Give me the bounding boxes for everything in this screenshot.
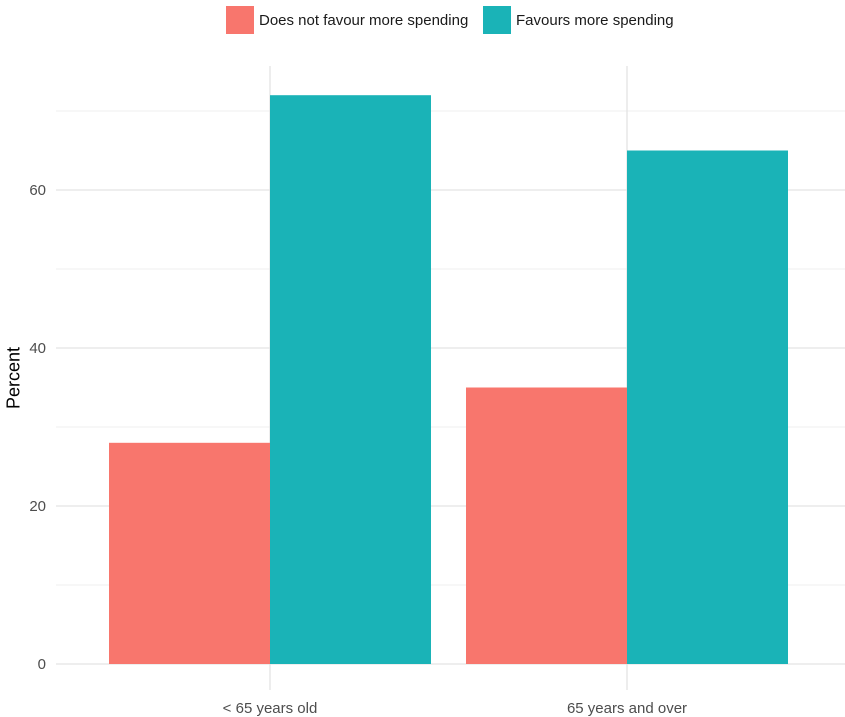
y-tick-label: 60 bbox=[29, 182, 46, 199]
y-tick-label: 20 bbox=[29, 498, 46, 515]
legend-label-favours: Favours more spending bbox=[516, 11, 674, 29]
x-tick-label: < 65 years old bbox=[223, 700, 318, 717]
legend-label-does-not-favour: Does not favour more spending bbox=[259, 11, 469, 29]
y-tick-label: 0 bbox=[38, 656, 46, 673]
legend-item-favours: Favours more spending bbox=[483, 6, 674, 34]
legend-key-favours bbox=[483, 6, 511, 34]
bar-does-not-favour-under-65 bbox=[109, 442, 270, 664]
y-tick-label: 40 bbox=[29, 340, 46, 357]
x-tick-label: 65 years and over bbox=[567, 700, 687, 717]
legend-item-does-not-favour: Does not favour more spending bbox=[226, 6, 468, 34]
bars-layer bbox=[109, 95, 788, 664]
y-ticks-layer: 0 20 40 60 bbox=[29, 182, 46, 673]
bar-favours-65-and-over bbox=[627, 150, 788, 664]
bar-favours-under-65 bbox=[270, 95, 431, 664]
legend: Does not favour more spending Favours mo… bbox=[0, 6, 845, 34]
x-ticks-layer: < 65 years old 65 years and over bbox=[223, 700, 687, 717]
legend-key-does-not-favour bbox=[226, 6, 254, 34]
bar-does-not-favour-65-and-over bbox=[466, 387, 627, 664]
